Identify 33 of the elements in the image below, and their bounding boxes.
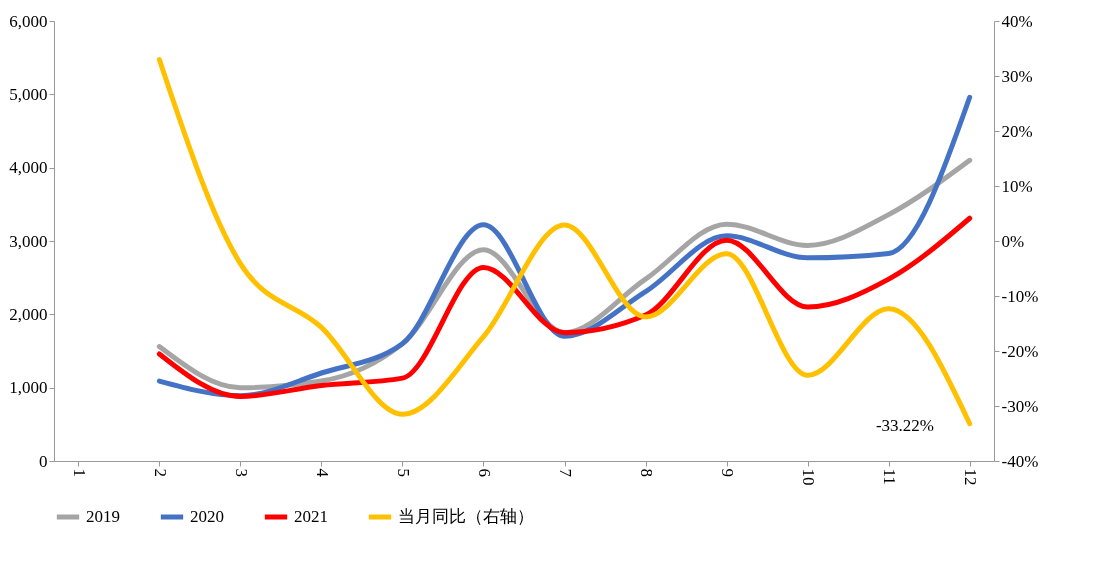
y2-tick-label: -20% (1001, 341, 1039, 361)
y2-tick-label: 0% (1001, 231, 1025, 251)
y-tick-label: 4,000 (9, 158, 48, 178)
x-tick-label: 4 (312, 468, 332, 478)
x-tick-label: 5 (393, 468, 413, 477)
legend-label: 当月同比（右轴） (398, 507, 534, 526)
y2-tick-label: 20% (1001, 121, 1033, 141)
y2-tick-label: 10% (1001, 176, 1033, 196)
x-tick-label: 7 (556, 468, 576, 478)
y-tick-label: 5,000 (9, 84, 48, 104)
x-tick-label: 10 (799, 468, 819, 486)
x-tick-label: 3 (231, 468, 251, 477)
y2-tick-label: 30% (1001, 66, 1033, 86)
legend-label: 2021 (294, 507, 328, 526)
y2-tick-label: -10% (1001, 286, 1039, 306)
x-tick-label: 1 (69, 468, 89, 477)
x-tick-label: 11 (880, 468, 900, 485)
x-tick-label: 8 (637, 468, 657, 477)
y-tick-label: 1,000 (9, 378, 48, 398)
x-tick-label: 12 (961, 468, 981, 486)
x-tick-label: 2 (150, 468, 170, 477)
y-tick-label: 3,000 (9, 231, 48, 251)
legend-label: 2020 (190, 507, 224, 526)
y-tick-label: 2,000 (9, 304, 48, 324)
annotation: -33.22% (875, 416, 934, 435)
y2-tick-label: 40% (1001, 11, 1033, 31)
y-tick-label: 0 (39, 451, 48, 471)
legend-label: 2019 (86, 507, 120, 526)
y-tick-label: 6,000 (9, 11, 48, 31)
x-tick-label: 9 (718, 468, 738, 477)
y2-tick-label: -40% (1001, 451, 1039, 471)
x-tick-label: 6 (474, 468, 494, 477)
y2-tick-label: -30% (1001, 396, 1039, 416)
